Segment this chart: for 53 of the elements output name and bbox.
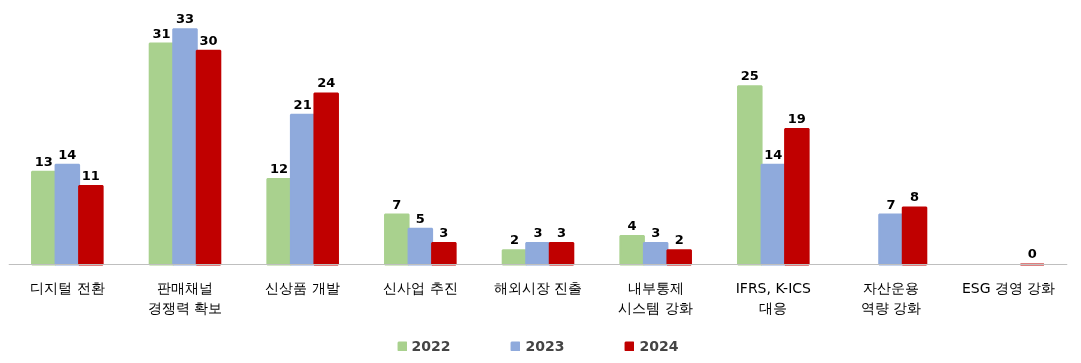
bar xyxy=(431,242,457,266)
data-label: 33 xyxy=(175,11,195,27)
bar xyxy=(78,185,104,266)
data-label: 4 xyxy=(627,217,637,233)
x-tick-label: IFRS, K-ICS 대응 xyxy=(735,280,812,316)
bar xyxy=(54,163,81,266)
bar xyxy=(172,28,198,266)
x-tick-label: 판매채널 경쟁력 확보 xyxy=(147,280,223,316)
data-label: 25 xyxy=(740,68,759,84)
data-label: 19 xyxy=(787,111,806,127)
legend-label: 2024 xyxy=(639,338,679,354)
data-label: 7 xyxy=(886,196,896,212)
data-label: 31 xyxy=(152,25,171,41)
legend-label: 2022 xyxy=(411,338,451,354)
legend-label: 2023 xyxy=(525,338,565,354)
bar xyxy=(901,206,928,266)
bar xyxy=(195,49,222,266)
data-label: 8 xyxy=(910,189,920,205)
bar xyxy=(31,170,57,266)
data-label: 3 xyxy=(439,225,449,241)
data-label: 2 xyxy=(674,232,684,248)
data-label: 21 xyxy=(293,96,312,112)
data-label: 7 xyxy=(392,196,402,212)
data-label: 0 xyxy=(1027,246,1037,262)
data-label: 30 xyxy=(199,32,218,48)
bar xyxy=(313,92,339,266)
x-tick-label: ESG 경영 강화 xyxy=(961,280,1056,297)
bar xyxy=(548,242,575,266)
x-tick-label: 자산운용 역량 강화 xyxy=(860,280,922,316)
bar xyxy=(784,128,810,266)
data-label: 3 xyxy=(533,225,543,241)
data-label: 13 xyxy=(34,153,53,169)
x-tick-label: 신상품 개발 xyxy=(265,280,340,297)
x-tick-label: 해외시장 진출 xyxy=(493,280,583,297)
data-label: 3 xyxy=(557,225,567,241)
x-tick-label: 신사업 추진 xyxy=(383,280,458,297)
data-label: 24 xyxy=(317,75,336,91)
bar xyxy=(266,177,292,266)
bar xyxy=(407,227,434,266)
x-tick-label: 디지털 전환 xyxy=(30,280,105,297)
bar xyxy=(666,249,692,266)
data-label: 3 xyxy=(651,225,661,241)
bar xyxy=(619,234,645,266)
data-label: 2 xyxy=(509,232,519,248)
bar xyxy=(384,213,410,266)
data-label: 14 xyxy=(58,146,77,162)
bar xyxy=(878,213,904,266)
data-label: 5 xyxy=(415,210,425,226)
x-tick-label: 내부통제 시스템 강화 xyxy=(618,280,693,316)
bar xyxy=(737,85,763,266)
data-label: 11 xyxy=(81,168,100,184)
data-label: 12 xyxy=(270,160,289,176)
data-label: 14 xyxy=(764,146,783,162)
